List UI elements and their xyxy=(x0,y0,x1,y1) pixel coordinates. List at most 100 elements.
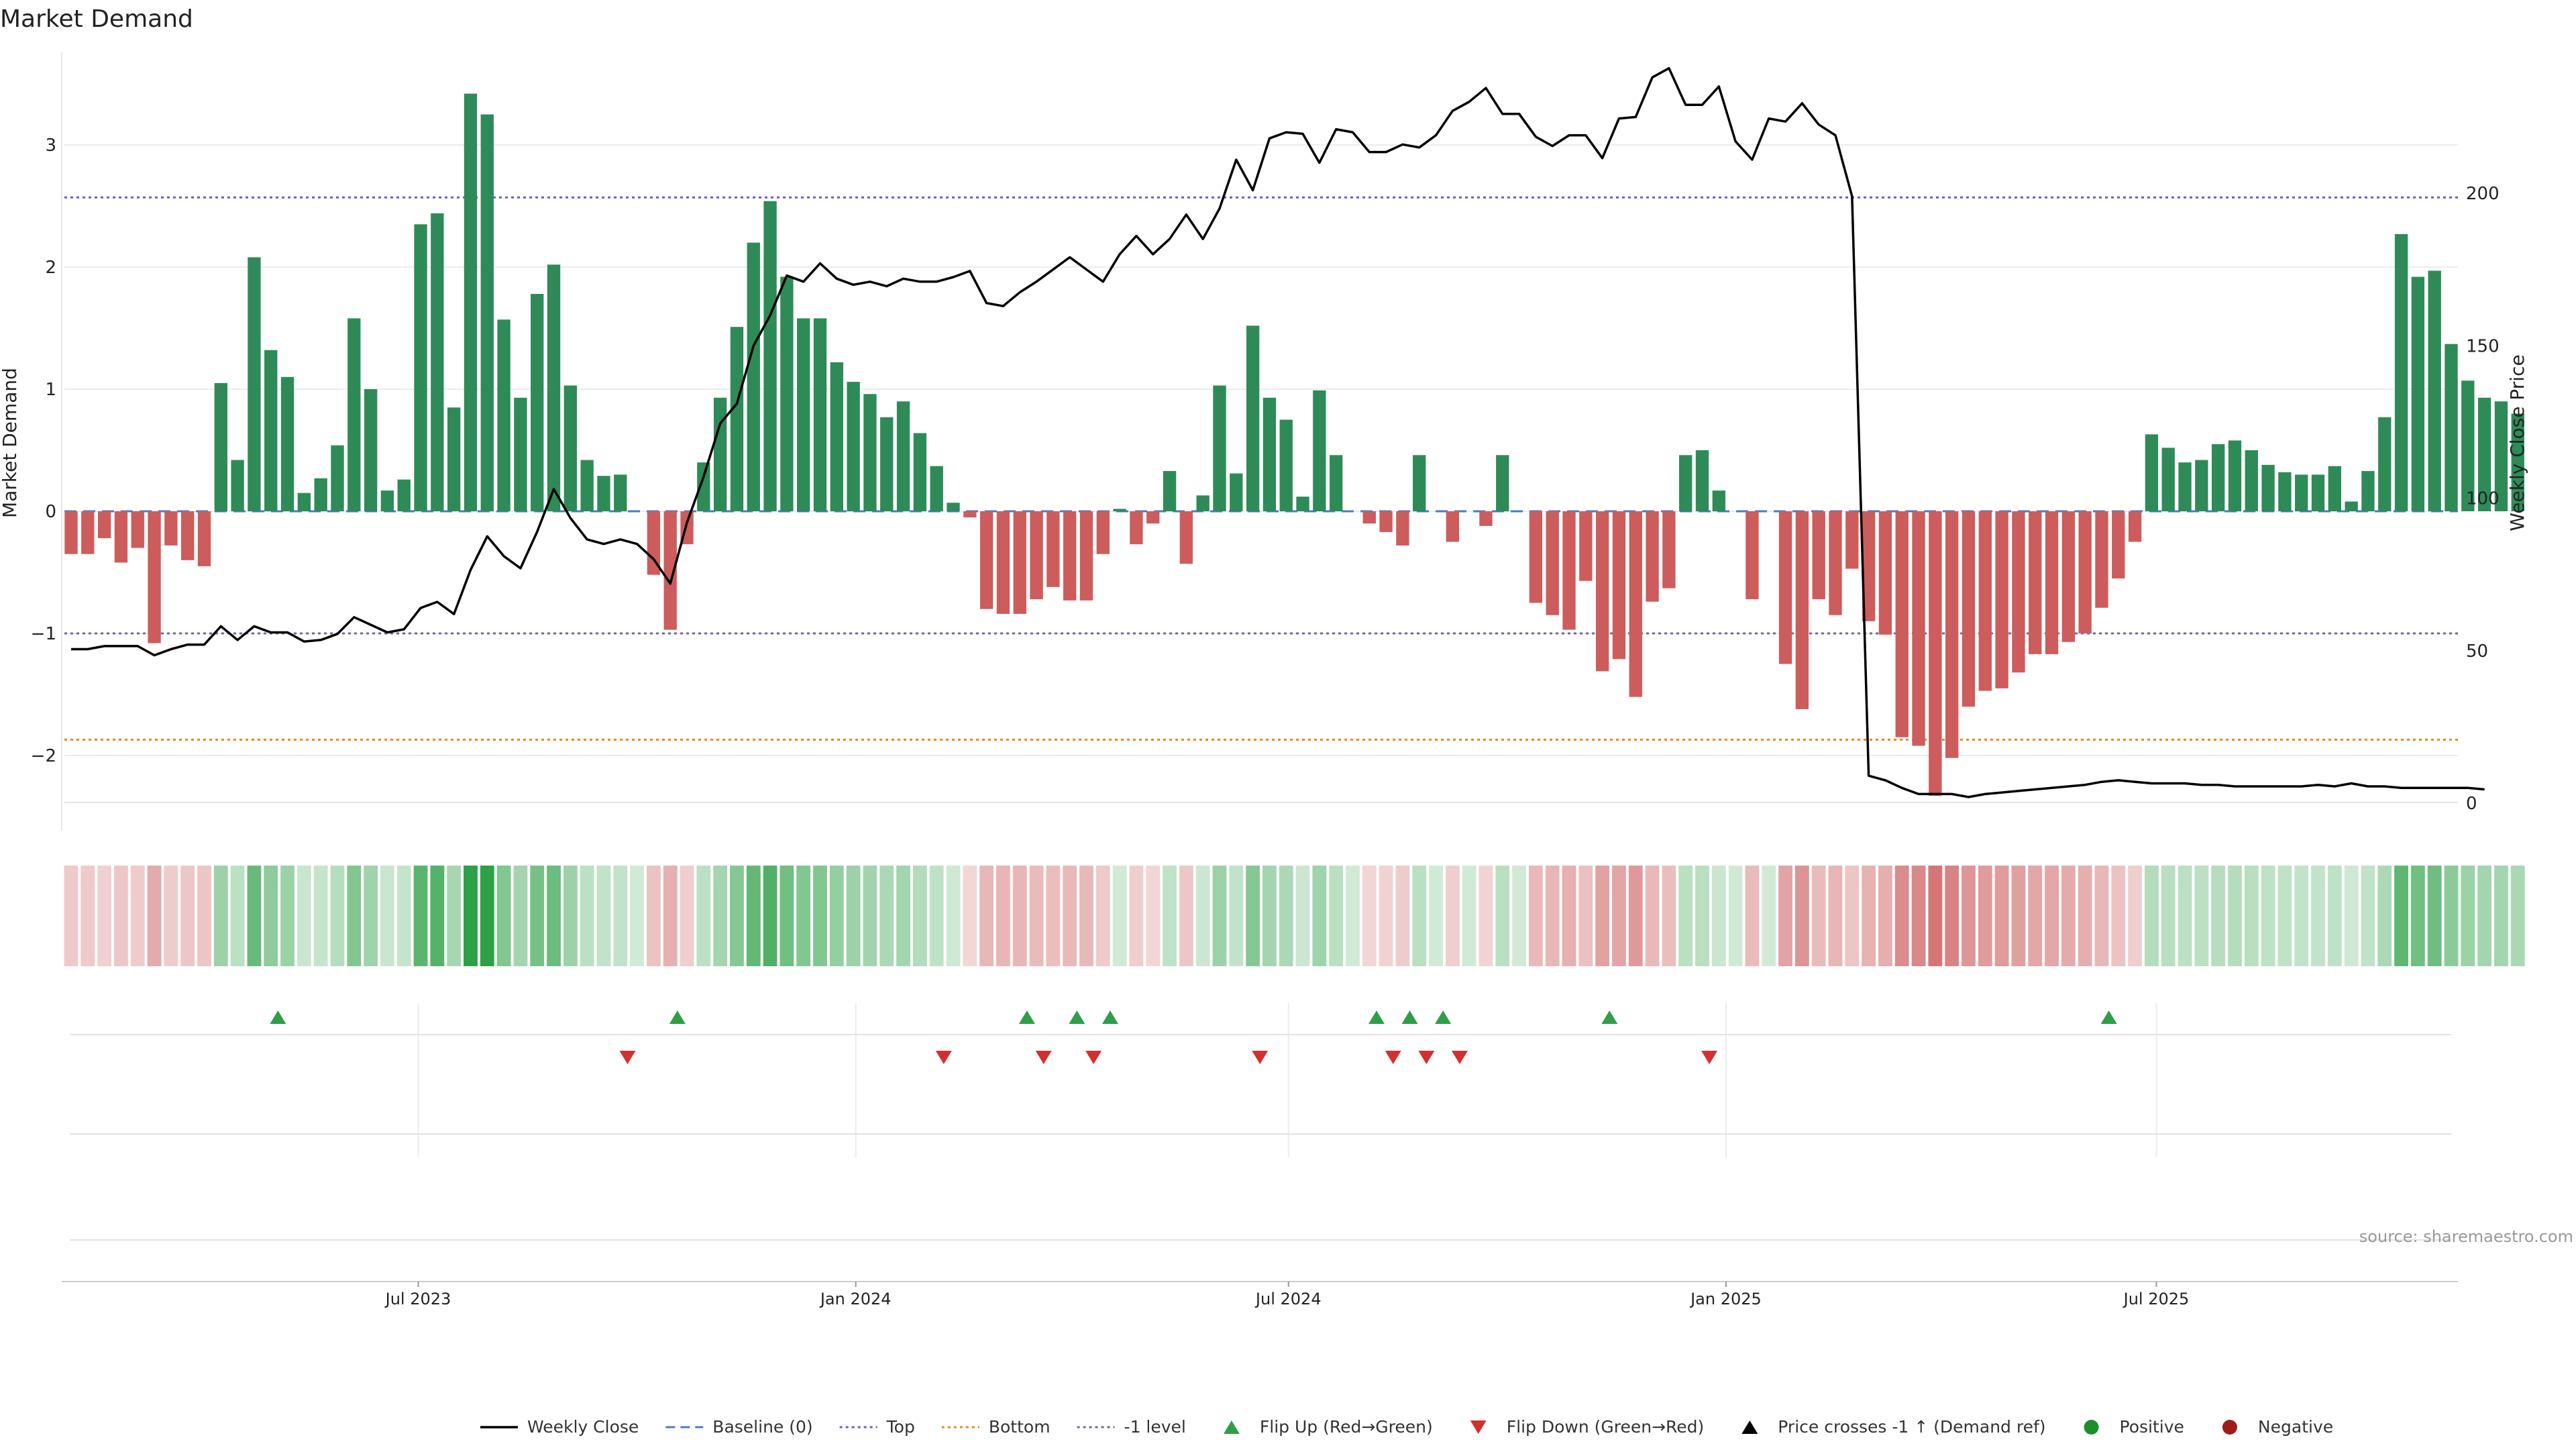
axes: 3 2 1 0 −1 −2 200 150 100 50 0 xyxy=(31,52,2500,831)
positive-demand-bar xyxy=(514,397,527,511)
positive-demand-bar xyxy=(580,460,594,511)
heat-cell xyxy=(130,866,145,966)
positive-demand-bar xyxy=(1413,455,1426,511)
negative-demand-bar xyxy=(663,511,677,630)
heat-cell xyxy=(513,866,528,966)
positive-demand-bar xyxy=(2428,270,2441,511)
heat-cell xyxy=(264,866,278,966)
positive-demand-bar xyxy=(813,318,827,511)
heat-cell xyxy=(2094,866,2109,966)
heat-cell xyxy=(1528,866,1543,966)
heat-cell xyxy=(796,866,811,966)
heat-cell xyxy=(2078,866,2092,966)
heat-cell xyxy=(80,866,95,966)
y-tick-label: −2 xyxy=(31,746,56,766)
heat-cell xyxy=(929,866,944,966)
positive-demand-bar xyxy=(614,474,627,511)
positive-demand-bar xyxy=(2477,397,2491,511)
y-tick-label: 0 xyxy=(45,502,56,522)
heat-cell xyxy=(846,866,861,966)
heat-cell xyxy=(464,866,478,966)
negative-demand-bar xyxy=(64,511,78,554)
heat-cell xyxy=(1862,866,1876,966)
y2-tick-label: 0 xyxy=(2466,794,2477,814)
negative-demand-bar xyxy=(2029,511,2042,654)
demand-bars xyxy=(64,93,2524,796)
flip-events-panel xyxy=(70,1010,2451,1241)
heat-cell xyxy=(1462,866,1477,966)
flip-up-marker xyxy=(669,1010,686,1024)
negative-demand-bar xyxy=(1746,511,1759,600)
heat-cell xyxy=(696,866,711,966)
positive-demand-bar xyxy=(830,362,843,511)
negative-demand-bar xyxy=(1446,511,1460,542)
positive-demand-bar xyxy=(2311,474,2325,511)
positive-demand-bar xyxy=(231,460,244,511)
legend-triangle-up-icon xyxy=(1223,1420,1240,1434)
legend-item: Negative xyxy=(2222,1417,2333,1437)
reference-levels xyxy=(64,196,2458,741)
legend-item: Flip Down (Green→Red) xyxy=(1470,1417,1705,1437)
legend-label: Flip Down (Green→Red) xyxy=(1507,1417,1705,1437)
heat-cell xyxy=(1778,866,1792,966)
heat-cell xyxy=(1911,866,1926,966)
positive-demand-bar xyxy=(1695,450,1709,511)
y-tick-label: 3 xyxy=(45,136,56,156)
positive-demand-bar xyxy=(1496,455,1509,511)
negative-demand-bar xyxy=(1962,511,1976,707)
legend-item: Weekly Close xyxy=(480,1417,639,1437)
positive-demand-bar xyxy=(2161,448,2175,511)
heat-cell xyxy=(1146,866,1161,966)
heat-cell xyxy=(630,866,645,966)
flip-up-marker xyxy=(1401,1010,1418,1024)
flip-down-marker xyxy=(1252,1051,1269,1064)
heat-cell xyxy=(413,866,428,966)
heat-cell xyxy=(2361,866,2375,966)
legend-label: Baseline (0) xyxy=(712,1417,812,1437)
negative-demand-bar xyxy=(1079,511,1093,601)
negative-demand-bar xyxy=(979,511,994,609)
negative-demand-bar xyxy=(1046,511,1060,587)
heat-cell xyxy=(1645,866,1660,966)
heat-cell xyxy=(1745,866,1760,966)
heat-cell xyxy=(280,866,294,966)
positive-demand-bar xyxy=(2245,450,2258,511)
heat-cell xyxy=(1129,866,1144,966)
negative-demand-bar xyxy=(1829,511,1842,615)
heat-cell xyxy=(2061,866,2076,966)
positive-demand-bar xyxy=(1196,495,1210,511)
heat-cell xyxy=(730,866,744,966)
heat-cell xyxy=(313,866,328,966)
negative-demand-bar xyxy=(1595,511,1609,672)
heat-cell xyxy=(2178,866,2192,966)
positive-demand-bar xyxy=(847,382,860,511)
negative-demand-bar xyxy=(1862,511,1876,621)
heat-cell xyxy=(2161,866,2176,966)
legend-item: Price crosses -1 ↑ (Demand ref) xyxy=(1741,1417,2046,1437)
legend-item: Bottom xyxy=(941,1417,1051,1437)
positive-demand-bar xyxy=(2461,380,2475,511)
heat-cell xyxy=(180,866,195,966)
heat-cell xyxy=(1878,866,1892,966)
demand-heat-strip xyxy=(64,866,2525,966)
positive-demand-bar xyxy=(2328,466,2341,511)
y2-tick-label: 100 xyxy=(2466,489,2500,509)
flip-down-marker xyxy=(1385,1051,1401,1064)
negative-demand-bar xyxy=(81,511,95,554)
heat-cell xyxy=(1811,866,1826,966)
heat-cell xyxy=(680,866,694,966)
negative-demand-bar xyxy=(1379,511,1393,532)
y2-tick-label: 150 xyxy=(2466,336,2500,356)
negative-demand-bar xyxy=(148,511,161,643)
heat-cell xyxy=(1095,866,1110,966)
negative-demand-bar xyxy=(131,511,144,548)
heat-cell xyxy=(2327,866,2342,966)
flip-down-marker xyxy=(1418,1051,1435,1064)
positive-demand-bar xyxy=(214,382,227,511)
negative-demand-bar xyxy=(1895,511,1909,737)
positive-demand-bar xyxy=(713,397,727,511)
negative-demand-bar xyxy=(1013,511,1026,614)
heat-cell xyxy=(1445,866,1460,966)
heat-cell xyxy=(1312,866,1327,966)
